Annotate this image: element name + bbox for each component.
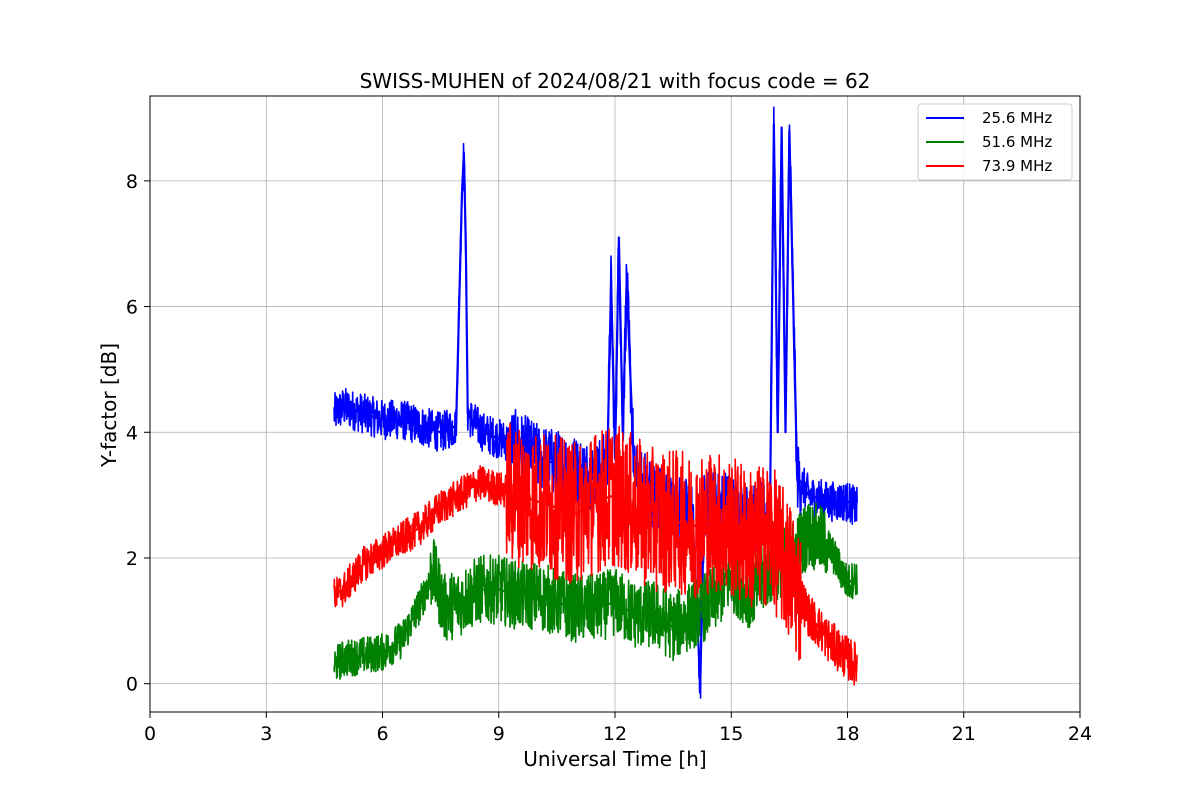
series-line-73.9 MHz xyxy=(333,422,858,686)
x-tick-label: 24 xyxy=(1068,723,1092,745)
series-keyline-73.9 MHz xyxy=(333,481,858,666)
y-tick-label: 6 xyxy=(126,297,138,319)
x-tick-label: 9 xyxy=(493,723,505,745)
legend-label: 73.9 MHz xyxy=(982,157,1052,175)
chart-title: SWISS-MUHEN of 2024/08/21 with focus cod… xyxy=(360,69,871,93)
y-tick-label: 2 xyxy=(126,548,138,570)
x-tick-label: 15 xyxy=(719,723,743,745)
y-axis-label: Y-factor [dB] xyxy=(97,343,121,468)
x-tick-label: 0 xyxy=(144,723,156,745)
x-tick-label: 18 xyxy=(835,723,859,745)
y-tick-label: 4 xyxy=(126,422,138,444)
y-tick-label: 0 xyxy=(126,674,138,696)
x-tick-label: 3 xyxy=(260,723,272,745)
legend-label: 51.6 MHz xyxy=(982,133,1052,151)
x-axis-label: Universal Time [h] xyxy=(523,747,706,771)
x-tick-label: 6 xyxy=(376,723,388,745)
x-tick-label: 12 xyxy=(603,723,627,745)
legend-box xyxy=(917,103,1073,181)
y-tick-label: 8 xyxy=(126,171,138,193)
legend-label: 25.6 MHz xyxy=(982,109,1052,127)
x-tick-label: 21 xyxy=(952,723,976,745)
series-keyline-25.6 MHz xyxy=(333,123,858,685)
